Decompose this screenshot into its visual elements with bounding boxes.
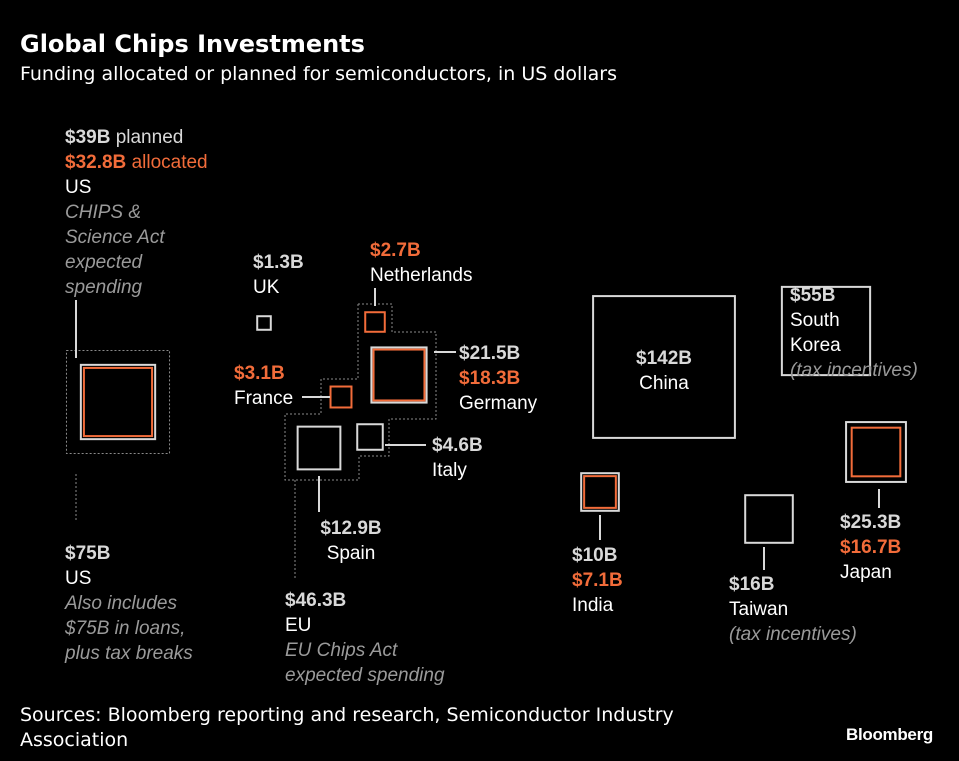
japan-planned-value: $25.3B [840,512,902,533]
us-allocated-word: allocated [131,152,208,173]
germany-allocated-square [372,348,426,402]
japan-planned-square [845,421,907,483]
sources-line-1: Sources: Bloomberg reporting and researc… [20,704,674,726]
india-label: $10B $7.1B India [572,543,623,618]
china-name: China [639,373,689,394]
us-total-note-3: plus tax breaks [65,643,193,664]
eu-group-outline [284,303,437,481]
us-chips-note-2: Science Act [65,227,165,248]
netherlands-square [364,311,386,333]
india-planned-square [580,472,620,512]
japan-allocated-square [850,426,902,478]
china-square [592,295,736,439]
uk-label: $1.3B UK [253,250,304,300]
germany-planned-value: $21.5B [459,343,521,364]
india-planned-value: $10B [572,545,618,566]
eu-label: $46.3B EU EU Chips Act expected spending [285,588,445,688]
spain-label: $12.9B Spain [310,516,392,566]
eu-note-1: EU Chips Act [285,640,398,661]
us-allocated-value: $32.8B [65,152,127,173]
us-total-value: $75B [65,543,111,564]
uk-square [256,315,272,331]
south-korea-value: $55B [790,285,836,306]
spain-square [296,425,342,471]
eu-name: EU [285,615,312,636]
us-planned-square [79,363,157,441]
france-square [329,385,353,409]
italy-label: $4.6B Italy [432,433,483,483]
india-name: India [572,595,614,616]
south-korea-note: (tax incentives) [790,360,918,381]
japan-name: Japan [840,562,892,583]
india-allocated-square [583,475,617,509]
chart-title: Global Chips Investments [20,30,365,58]
taiwan-note: (tax incentives) [729,624,857,645]
south-korea-square [780,285,872,377]
taiwan-value: $16B [729,574,775,595]
us-total-note-1: Also includes [65,593,177,614]
japan-allocated-value: $16.7B [840,537,902,558]
uk-name: UK [253,277,280,298]
us-planned-word: planned [115,127,184,148]
us-chips-note-1: CHIPS & [65,202,142,223]
us-chips-note-4: spending [65,277,143,298]
south-korea-name-2: Korea [790,335,841,356]
us-chips-label: $39B planned $32.8B allocated US CHIPS &… [65,125,208,300]
france-label: $3.1B France [234,361,293,411]
us-total-note-2: $75B in loans, [65,618,186,639]
germany-label: $21.5B $18.3B Germany [459,341,537,416]
italy-name: Italy [432,460,467,481]
spain-value: $12.9B [320,518,382,539]
us-total-square [65,349,171,455]
netherlands-label: $2.7B Netherlands [370,238,472,288]
chart-subtitle: Funding allocated or planned for semicon… [20,63,617,85]
sources-note: Sources: Bloomberg reporting and researc… [20,703,674,753]
india-allocated-value: $7.1B [572,570,623,591]
us-planned-value: $39B [65,127,111,148]
taiwan-square [744,494,794,544]
us-allocated-square [82,366,154,438]
germany-planned-square [370,346,428,404]
south-korea-name-1: South [790,310,840,331]
us-chips-note-3: expected [65,252,143,273]
china-value: $142B [636,348,692,369]
taiwan-label: $16B Taiwan (tax incentives) [729,572,857,647]
us-chips-name: US [65,177,92,198]
italy-square [356,423,384,451]
france-value: $3.1B [234,363,285,384]
spain-name: Spain [326,543,376,564]
taiwan-name: Taiwan [729,599,789,620]
sources-line-2: Association [20,729,129,751]
france-name: France [234,388,294,409]
italy-value: $4.6B [432,435,483,456]
us-total-name: US [65,568,92,589]
us-total-label: $75B US Also includes $75B in loans, plu… [65,541,193,666]
eu-note-2: expected spending [285,665,445,686]
eu-value: $46.3B [285,590,347,611]
germany-name: Germany [459,393,538,414]
germany-allocated-value: $18.3B [459,368,521,389]
netherlands-name: Netherlands [370,265,473,286]
bloomberg-logo: Bloomberg [845,725,933,744]
uk-value: $1.3B [253,252,304,273]
china-label: $142B China [612,346,716,396]
south-korea-label: $55B South Korea (tax incentives) [790,283,918,383]
netherlands-value: $2.7B [370,240,421,261]
japan-label: $25.3B $16.7B Japan [840,510,901,585]
